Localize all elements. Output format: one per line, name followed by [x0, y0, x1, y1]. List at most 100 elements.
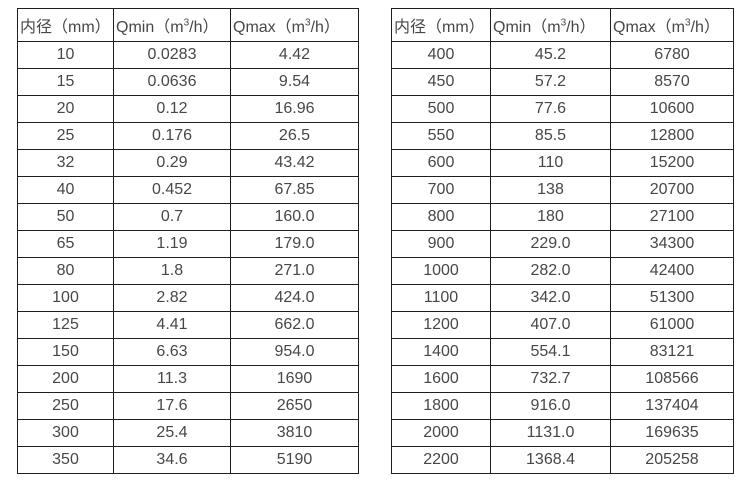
table-cell: 65 — [17, 230, 114, 258]
table-row: 2000 1131.0 169635 — [391, 419, 734, 447]
table-row: 500 77.6 10600 — [391, 95, 734, 123]
table-cell: 424.0 — [230, 284, 359, 312]
table-row: 1600 732.7 108566 — [391, 365, 734, 393]
superscript: 3 — [560, 17, 567, 29]
table-cell: 554.1 — [490, 338, 611, 366]
table-cell: 10600 — [610, 95, 734, 123]
table-row: 1800 916.0 137404 — [391, 392, 734, 420]
table-cell: 17.6 — [113, 392, 231, 420]
table-cell: 450 — [391, 68, 491, 96]
table-cell: 32 — [17, 149, 114, 177]
header-text: Qmin（m — [493, 19, 561, 36]
table-cell: 500 — [391, 95, 491, 123]
table-cell: 125 — [17, 311, 114, 339]
table-cell: 50 — [17, 203, 114, 231]
table-row: 600 110 15200 — [391, 149, 734, 177]
table-cell: 45.2 — [490, 41, 611, 69]
table-cell: 10 — [17, 41, 114, 69]
table-cell: 150 — [17, 338, 114, 366]
table-row: 32 0.29 43.42 — [17, 149, 359, 177]
table-cell: 138 — [490, 176, 611, 204]
table-cell: 34300 — [610, 230, 734, 258]
table-cell: 51300 — [610, 284, 734, 312]
table-cell: 43.42 — [230, 149, 359, 177]
table-cell: 282.0 — [490, 257, 611, 285]
table-row: 10 0.0283 4.42 — [17, 41, 359, 69]
superscript: 3 — [685, 17, 691, 29]
table-row: 150 6.63 954.0 — [17, 338, 359, 366]
table-cell: 1100 — [391, 284, 491, 312]
table-cell: 1200 — [391, 311, 491, 339]
table-cell: 4.41 — [113, 311, 231, 339]
table-cell: 180 — [490, 203, 611, 231]
header-text: /h） — [189, 19, 219, 36]
table-row: 400 45.2 6780 — [391, 41, 734, 69]
table-row: 1100 342.0 51300 — [391, 284, 734, 312]
table-cell: 12800 — [610, 122, 734, 150]
superscript: 3 — [305, 17, 311, 29]
table-cell: 20700 — [610, 176, 734, 204]
table-cell: 1368.4 — [490, 446, 611, 474]
header-text: Qmin（m — [116, 19, 184, 36]
table-cell: 0.29 — [113, 149, 231, 177]
flow-spec-table-large-diameters: 内径（mm） Qmin（m3/h） Qmax（m3/h） 400 45.2 6780… — [391, 8, 734, 474]
table-cell: 0.176 — [113, 122, 231, 150]
table-cell: 40 — [17, 176, 114, 204]
table-cell: 0.0283 — [113, 41, 231, 69]
header-text: /h） — [566, 19, 596, 36]
table-cell: 34.6 — [113, 446, 231, 474]
flow-spec-table-small-diameters: 内径（mm） Qmin（m3/h） Qmax（m3/h） 10 0.0283 4.4… — [17, 8, 359, 474]
table-cell: 83121 — [610, 338, 734, 366]
table-cell: 100 — [17, 284, 114, 312]
table-cell: 1000 — [391, 257, 491, 285]
table-cell: 85.5 — [490, 122, 611, 150]
table-cell: 8570 — [610, 68, 734, 96]
table-row: 350 34.6 5190 — [17, 446, 359, 474]
table-cell: 342.0 — [490, 284, 611, 312]
header-text: /h） — [310, 19, 340, 36]
table-row: 65 1.19 179.0 — [17, 230, 359, 258]
table-cell: 67.85 — [230, 176, 359, 204]
table-cell: 2.82 — [113, 284, 231, 312]
col-header-diameter: 内径（mm） — [391, 8, 491, 42]
table-cell: 1.8 — [113, 257, 231, 285]
table-cell: 550 — [391, 122, 491, 150]
table-cell: 26.5 — [230, 122, 359, 150]
table-cell: 200 — [17, 365, 114, 393]
table-row: 1200 407.0 61000 — [391, 311, 734, 339]
table-cell: 6.63 — [113, 338, 231, 366]
table-row: 2200 1368.4 205258 — [391, 446, 734, 474]
table-body: 400 45.2 6780 450 57.2 8570 500 77.6 10600 550 85.… — [391, 41, 734, 474]
table-cell: 110 — [490, 149, 611, 177]
table-cell: 800 — [391, 203, 491, 231]
table-header-row: 内径（mm） Qmin（m3/h） Qmax（m3/h） — [17, 8, 359, 42]
table-cell: 27100 — [610, 203, 734, 231]
table-cell: 1131.0 — [490, 419, 611, 447]
table-cell: 9.54 — [230, 68, 359, 96]
col-header-qmax: Qmax（m3/h） — [230, 8, 359, 42]
table-cell: 20 — [17, 95, 114, 123]
table-cell: 916.0 — [490, 392, 611, 420]
table-header-row: 内径（mm） Qmin（m3/h） Qmax（m3/h） — [391, 8, 734, 42]
table-cell: 169635 — [610, 419, 734, 447]
table-cell: 5190 — [230, 446, 359, 474]
superscript: 3 — [183, 17, 190, 29]
table-row: 25 0.176 26.5 — [17, 122, 359, 150]
table-row: 50 0.7 160.0 — [17, 203, 359, 231]
table-cell: 0.12 — [113, 95, 231, 123]
table-cell: 42400 — [610, 257, 734, 285]
table-cell: 600 — [391, 149, 491, 177]
table-cell: 350 — [17, 446, 114, 474]
col-header-qmin: Qmin（m3/h） — [490, 8, 611, 42]
table-row: 250 17.6 2650 — [17, 392, 359, 420]
table-cell: 2650 — [230, 392, 359, 420]
table-cell: 900 — [391, 230, 491, 258]
table-cell: 407.0 — [490, 311, 611, 339]
table-cell: 57.2 — [490, 68, 611, 96]
table-cell: 700 — [391, 176, 491, 204]
table-cell: 732.7 — [490, 365, 611, 393]
table-cell: 1.19 — [113, 230, 231, 258]
col-header-qmin: Qmin（m3/h） — [113, 8, 231, 42]
table-cell: 179.0 — [230, 230, 359, 258]
